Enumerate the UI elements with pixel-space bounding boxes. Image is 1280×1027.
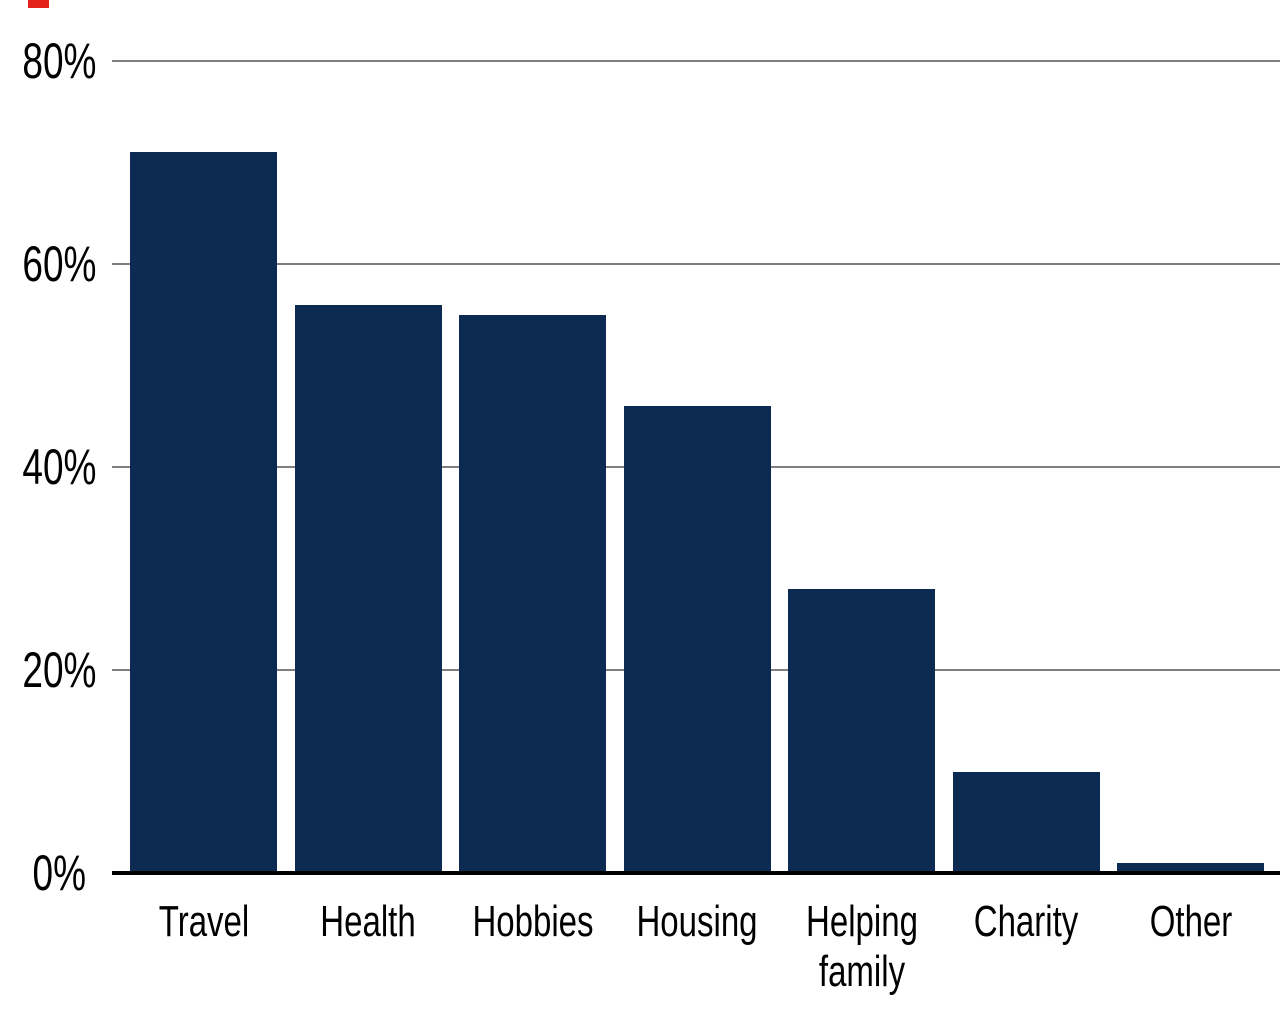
red-corner-marker [28,0,49,8]
x-axis-line [112,871,1280,875]
x-axis-label-helping-family: Helping family [806,897,918,996]
bar-other [1117,862,1264,873]
bar-travel [130,152,277,873]
y-axis-tick-label-20: 20% [22,642,97,698]
x-axis-label-health: Health [320,897,416,946]
bar-housing [624,406,771,873]
x-axis-label-other: Other [1149,897,1233,946]
y-axis-tick-label-60: 60% [22,236,97,292]
y-axis-tick-label-40: 40% [22,439,97,495]
y-axis-tick-label-0: 0% [32,845,86,901]
bar-charity [953,771,1100,873]
bar-health [295,304,442,873]
gridline-80 [112,60,1280,62]
x-axis-label-hobbies: Hobbies [472,897,594,946]
gridline-60 [112,263,1280,265]
x-axis-label-charity: Charity [973,897,1079,946]
x-axis-label-housing: Housing [636,897,758,946]
bar-helping-family [788,588,935,873]
bar-hobbies [459,314,606,873]
x-axis-label-travel: Travel [158,897,250,946]
y-axis-tick-label-80: 80% [22,33,97,89]
